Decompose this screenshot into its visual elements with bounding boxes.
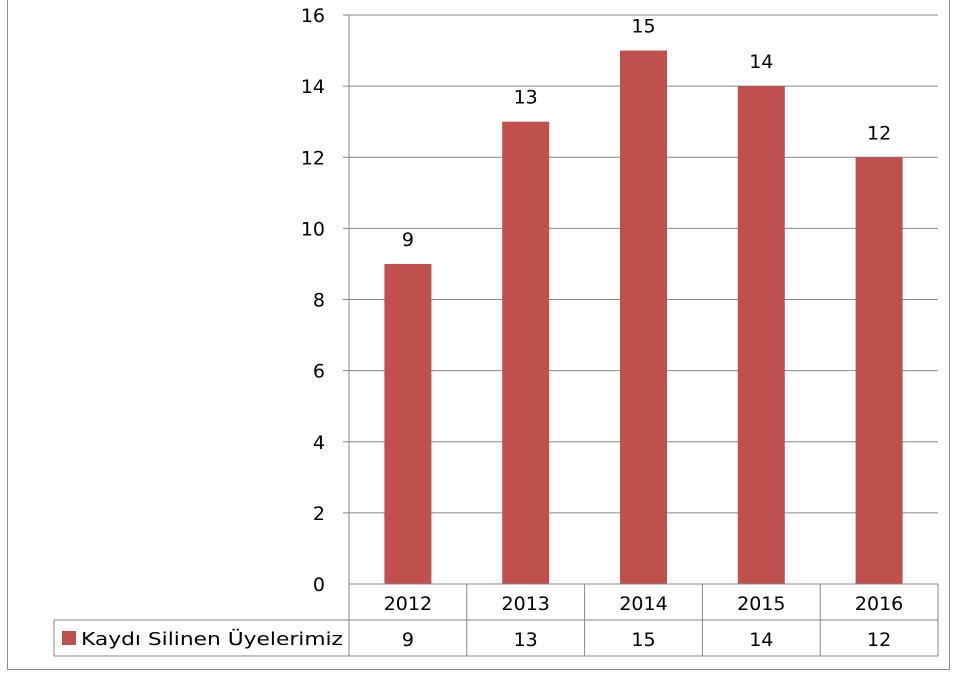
table-value: 12 xyxy=(867,629,891,651)
data-label: 13 xyxy=(514,87,538,109)
legend-label: Kaydı Silinen Üyelerimiz xyxy=(81,628,343,650)
legend-swatch xyxy=(62,631,76,645)
bar xyxy=(620,50,667,584)
y-tick-label: 0 xyxy=(313,574,325,596)
x-tick-label: 2012 xyxy=(384,593,432,615)
bar xyxy=(855,157,903,584)
y-tick-label: 10 xyxy=(301,218,325,240)
table-value: 13 xyxy=(514,629,538,651)
y-tick-label: 6 xyxy=(313,361,325,383)
x-tick-label: 2015 xyxy=(737,593,785,615)
bar xyxy=(384,263,432,584)
data-label: 15 xyxy=(631,16,655,38)
y-tick-label: 16 xyxy=(301,5,325,27)
table-value: 14 xyxy=(749,629,773,651)
data-label: 12 xyxy=(867,122,891,144)
chart-frame xyxy=(7,0,950,670)
data-label: 9 xyxy=(402,229,414,251)
y-tick-label: 8 xyxy=(313,290,325,312)
data-label: 14 xyxy=(749,51,773,73)
y-tick-label: 2 xyxy=(313,503,325,525)
bar xyxy=(737,86,785,584)
y-tick-label: 12 xyxy=(301,147,325,169)
table-value: 15 xyxy=(631,629,655,651)
x-tick-label: 2016 xyxy=(855,593,903,615)
bar xyxy=(502,121,550,584)
x-tick-label: 2013 xyxy=(502,593,550,615)
x-tick-label: 2014 xyxy=(619,593,667,615)
y-tick-label: 14 xyxy=(301,76,325,98)
table-value: 9 xyxy=(402,629,414,651)
y-tick-label: 4 xyxy=(313,432,325,454)
